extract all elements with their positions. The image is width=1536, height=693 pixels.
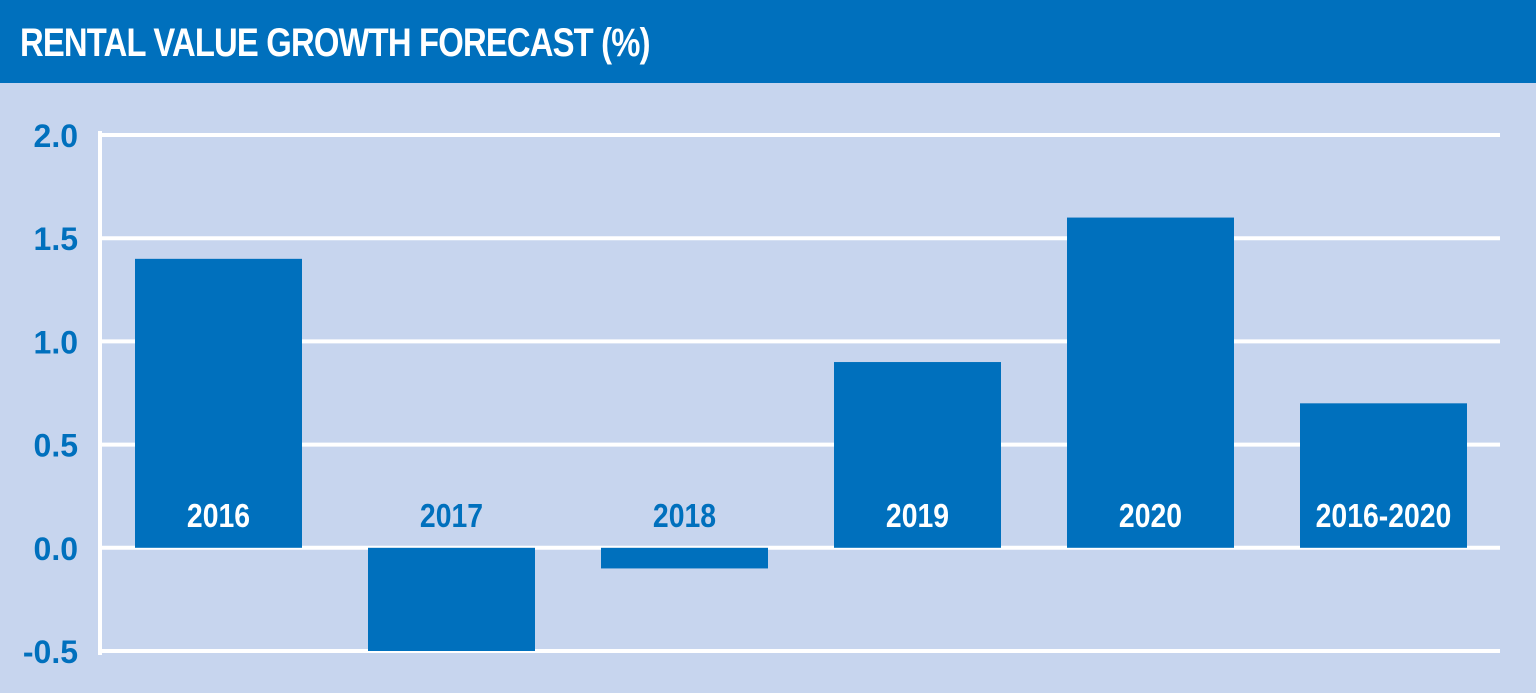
bar-2016 — [135, 258, 302, 548]
bar-2016-2020 — [1300, 403, 1467, 548]
y-tick-label: 1.0 — [34, 324, 78, 360]
bar-2020 — [1067, 217, 1234, 548]
grid-layer — [98, 131, 1500, 655]
category-label: 2017 — [420, 497, 483, 535]
category-labels: 2016 2017 2018 2019 2020 2016-2020 — [187, 497, 1451, 535]
y-tick-label: 0.5 — [34, 428, 78, 464]
y-tick-label: -0.5 — [23, 634, 78, 670]
category-label: 2020 — [1119, 497, 1182, 535]
chart-title: RENTAL VALUE GROWTH FORECAST (%) — [20, 21, 651, 65]
bar-2019 — [834, 362, 1001, 548]
y-axis-ticks: -0.5 0.0 0.5 1.0 1.5 2.0 — [23, 118, 78, 670]
bars-layer — [135, 217, 1467, 651]
y-tick-label: 2.0 — [34, 118, 78, 154]
category-label: 2019 — [886, 497, 949, 535]
category-label: 2016-2020 — [1316, 497, 1452, 535]
chart-header: RENTAL VALUE GROWTH FORECAST (%) — [0, 0, 1536, 83]
y-tick-label: 0.0 — [34, 531, 78, 567]
bar-2017 — [368, 547, 535, 651]
category-label: 2016 — [187, 497, 250, 535]
y-tick-label: 1.5 — [34, 221, 78, 257]
category-label: 2018 — [653, 497, 716, 535]
bar-2018 — [601, 547, 768, 569]
